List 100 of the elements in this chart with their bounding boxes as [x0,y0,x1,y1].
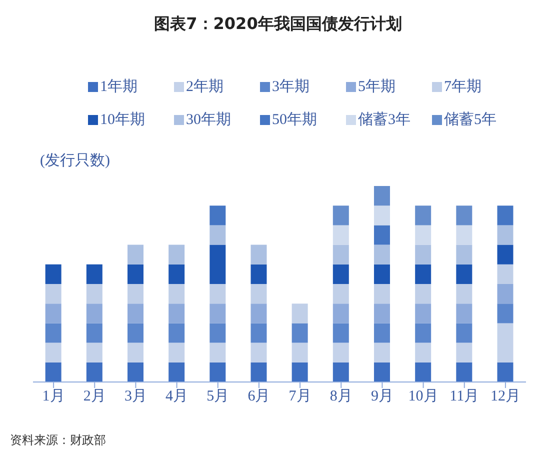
bar [332,244,349,264]
legend-label: 储蓄3年 [358,110,410,129]
bar [210,284,226,304]
bar [374,362,390,382]
legend-label: 50年期 [272,110,317,129]
bar [127,362,144,382]
bar [415,362,432,382]
bar [497,323,514,362]
legend-label: 5年期 [358,78,396,96]
bar [415,206,432,226]
bar [250,304,267,324]
bar [332,304,349,324]
bar [210,304,226,324]
bar [456,362,472,382]
x-tick-label: 3月 [124,388,147,405]
bar [374,304,390,324]
bar [168,323,185,343]
bar [250,342,267,362]
text: 资料来源：财政部 [10,432,106,449]
bar [497,264,514,284]
bar [45,304,62,324]
bar [168,264,185,284]
bar [456,342,472,362]
x-tick-label: 7月 [288,388,312,405]
bar [332,264,349,284]
x-tick-label: 10月 [408,388,438,405]
bar [86,304,102,324]
legend-label: 3年期 [272,78,310,96]
bar [45,342,62,362]
bar [374,186,390,206]
bar [456,304,472,324]
bar [497,244,514,264]
x-tick-label: 2月 [83,388,106,405]
bar [374,284,390,304]
bar [168,244,185,264]
bar [292,323,308,343]
bar [210,362,226,382]
bar [332,206,349,226]
legend-label: 30年期 [186,110,231,129]
bar [497,284,514,304]
bar [127,304,144,324]
bar [497,304,514,324]
bar [374,342,390,362]
bar [415,264,432,284]
bar [250,323,267,343]
chart-title: 图表7：2020年我国国债发行计划 [153,14,403,35]
bar [415,342,432,362]
bar [415,244,432,264]
bar [374,206,390,226]
bar [456,284,472,304]
bar [415,284,432,304]
bar [86,342,102,362]
bar [86,362,102,382]
bar [250,244,267,264]
bar [332,284,349,304]
bar [86,264,102,284]
bar [127,264,144,284]
bar [168,284,185,304]
bar [127,244,144,264]
bar [210,323,226,343]
x-tick-label: 5月 [206,388,230,405]
bar [374,244,390,264]
x-tick-label: 12月 [490,388,520,405]
bar [168,304,185,324]
bar [127,284,144,304]
bar [210,225,226,245]
bar [456,323,472,343]
bar [374,323,390,343]
x-tick-label: 4月 [166,388,188,405]
bar [250,284,267,304]
bar [127,323,144,343]
bar [86,323,102,343]
bar [374,225,390,245]
bar [45,362,62,382]
bar [210,244,226,284]
legend-label: 2年期 [186,78,224,96]
bar [250,264,267,284]
bar [456,264,472,284]
bar [456,244,472,264]
bar [292,304,308,324]
bar [250,362,267,382]
legend-label: 10年期 [100,110,145,129]
bar [456,225,472,245]
x-tick-label: 11月 [450,388,480,405]
bar [45,323,62,343]
bar [497,206,514,226]
bar [45,264,62,284]
bar [497,225,514,245]
bar [292,362,308,382]
legend-label: 1年期 [100,78,138,96]
x-tick-label: 9月 [370,388,394,405]
x-tick-label: 6月 [248,388,270,405]
bar [168,342,185,362]
bar [415,323,432,343]
bar [127,342,144,362]
bar [415,225,432,245]
bar [332,225,349,245]
bar [415,304,432,324]
bar [332,342,349,362]
bar [45,284,62,304]
